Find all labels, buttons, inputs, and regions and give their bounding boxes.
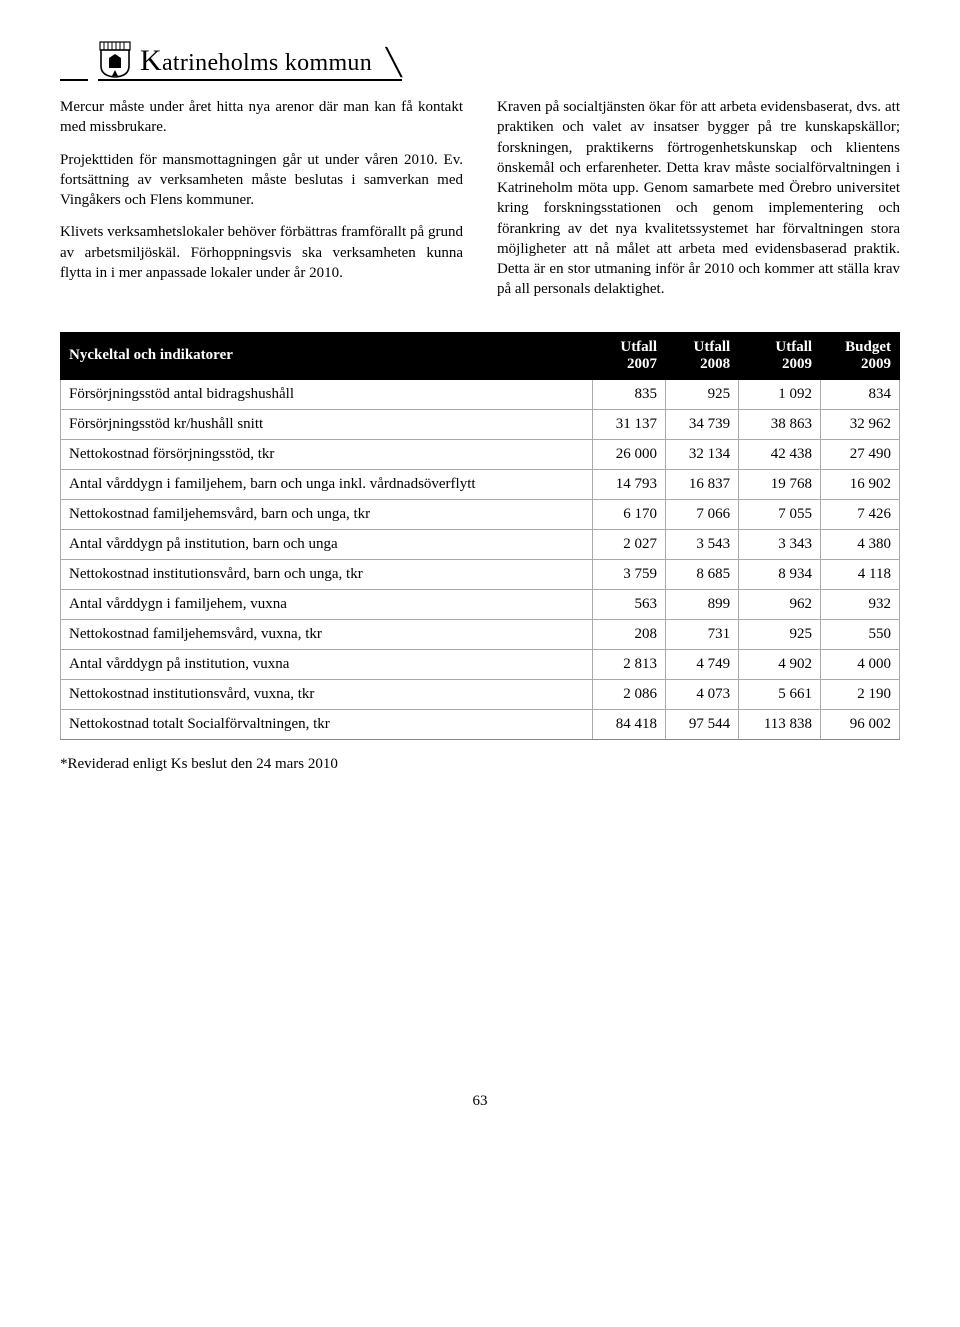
page-header: Katrineholms kommun ╲ — [60, 40, 900, 81]
cell: 42 438 — [739, 439, 821, 469]
cell: 834 — [821, 379, 900, 409]
cell: 84 418 — [592, 709, 665, 739]
cell: 4 000 — [821, 649, 900, 679]
table-header-row: Nyckeltal och indikatorer Utfall2007 Utf… — [61, 332, 900, 379]
cell: 3 343 — [739, 529, 821, 559]
cell: 34 739 — [666, 409, 739, 439]
cell: 31 137 — [592, 409, 665, 439]
cell: 97 544 — [666, 709, 739, 739]
table-row: Nettokostnad familjehemsvård, vuxna, tkr… — [61, 619, 900, 649]
table-header: Utfall2008 — [666, 332, 739, 379]
cell: 19 768 — [739, 469, 821, 499]
row-label: Nettokostnad försörjningsstöd, tkr — [61, 439, 593, 469]
table-header: Utfall2009 — [739, 332, 821, 379]
table-row: Antal vårddygn i familjehem, barn och un… — [61, 469, 900, 499]
cell: 925 — [666, 379, 739, 409]
cell: 14 793 — [592, 469, 665, 499]
table-row: Antal vårddygn på institution, barn och … — [61, 529, 900, 559]
cell: 2 813 — [592, 649, 665, 679]
org-name: Katrineholms kommun — [140, 44, 372, 78]
row-label: Nettokostnad institutionsvård, barn och … — [61, 559, 593, 589]
cell: 6 170 — [592, 499, 665, 529]
cell: 4 073 — [666, 679, 739, 709]
table-row: Antal vårddygn i familjehem, vuxna563899… — [61, 589, 900, 619]
cell: 731 — [666, 619, 739, 649]
cell: 835 — [592, 379, 665, 409]
row-label: Antal vårddygn i familjehem, vuxna — [61, 589, 593, 619]
table-row: Nettokostnad institutionsvård, barn och … — [61, 559, 900, 589]
cell: 16 837 — [666, 469, 739, 499]
cell: 7 055 — [739, 499, 821, 529]
table-header: Budget2009 — [821, 332, 900, 379]
table-row: Nettokostnad totalt Socialförvaltningen,… — [61, 709, 900, 739]
row-label: Nettokostnad familjehemsvård, barn och u… — [61, 499, 593, 529]
cell: 925 — [739, 619, 821, 649]
cell: 1 092 — [739, 379, 821, 409]
cell: 113 838 — [739, 709, 821, 739]
cell: 3 543 — [666, 529, 739, 559]
table-row: Nettokostnad institutionsvård, vuxna, tk… — [61, 679, 900, 709]
left-column: Mercur måste under året hitta nya arenor… — [60, 97, 463, 312]
para: Projekttiden för mansmottagningen går ut… — [60, 150, 463, 211]
cell: 2 190 — [821, 679, 900, 709]
cell: 899 — [666, 589, 739, 619]
cell: 4 118 — [821, 559, 900, 589]
row-label: Antal vårddygn på institution, vuxna — [61, 649, 593, 679]
cell: 2 086 — [592, 679, 665, 709]
cell: 5 661 — [739, 679, 821, 709]
table-row: Försörjningsstöd antal bidragshushåll835… — [61, 379, 900, 409]
org-name-text: atrineholms kommun — [162, 50, 372, 76]
body-columns: Mercur måste under året hitta nya arenor… — [60, 97, 900, 312]
table-body: Försörjningsstöd antal bidragshushåll835… — [61, 379, 900, 739]
row-label: Försörjningsstöd kr/hushåll snitt — [61, 409, 593, 439]
cell: 7 426 — [821, 499, 900, 529]
cell: 32 962 — [821, 409, 900, 439]
para: Mercur måste under året hitta nya arenor… — [60, 97, 463, 138]
cell: 27 490 — [821, 439, 900, 469]
cell: 932 — [821, 589, 900, 619]
para: Klivets verksamhetslokaler behöver förbä… — [60, 222, 463, 283]
cell: 2 027 — [592, 529, 665, 559]
cell: 8 934 — [739, 559, 821, 589]
table-row: Försörjningsstöd kr/hushåll snitt31 1373… — [61, 409, 900, 439]
row-label: Antal vårddygn i familjehem, barn och un… — [61, 469, 593, 499]
page-number: 63 — [60, 1093, 900, 1110]
cell: 32 134 — [666, 439, 739, 469]
cell: 7 066 — [666, 499, 739, 529]
table-header: Utfall2007 — [592, 332, 665, 379]
cell: 16 902 — [821, 469, 900, 499]
table-row: Nettokostnad familjehemsvård, barn och u… — [61, 499, 900, 529]
row-label: Nettokostnad familjehemsvård, vuxna, tkr — [61, 619, 593, 649]
cell: 3 759 — [592, 559, 665, 589]
cell: 4 749 — [666, 649, 739, 679]
cell: 26 000 — [592, 439, 665, 469]
cell: 96 002 — [821, 709, 900, 739]
cell: 208 — [592, 619, 665, 649]
row-label: Antal vårddygn på institution, barn och … — [61, 529, 593, 559]
footnote: *Reviderad enligt Ks beslut den 24 mars … — [60, 756, 900, 773]
header-slash: ╲ — [386, 48, 402, 78]
cell: 4 380 — [821, 529, 900, 559]
cell: 962 — [739, 589, 821, 619]
cell: 38 863 — [739, 409, 821, 439]
para: Kraven på socialtjänsten ökar för att ar… — [497, 97, 900, 300]
row-label: Försörjningsstöd antal bidragshushåll — [61, 379, 593, 409]
indicators-table: Nyckeltal och indikatorer Utfall2007 Utf… — [60, 332, 900, 740]
table-header-title: Nyckeltal och indikatorer — [61, 332, 593, 379]
cell: 4 902 — [739, 649, 821, 679]
row-label: Nettokostnad institutionsvård, vuxna, tk… — [61, 679, 593, 709]
municipality-crest-icon — [98, 40, 132, 78]
cell: 563 — [592, 589, 665, 619]
cell: 550 — [821, 619, 900, 649]
cell: 8 685 — [666, 559, 739, 589]
row-label: Nettokostnad totalt Socialförvaltningen,… — [61, 709, 593, 739]
table-row: Antal vårddygn på institution, vuxna2 81… — [61, 649, 900, 679]
right-column: Kraven på socialtjänsten ökar för att ar… — [497, 97, 900, 312]
table-row: Nettokostnad försörjningsstöd, tkr26 000… — [61, 439, 900, 469]
